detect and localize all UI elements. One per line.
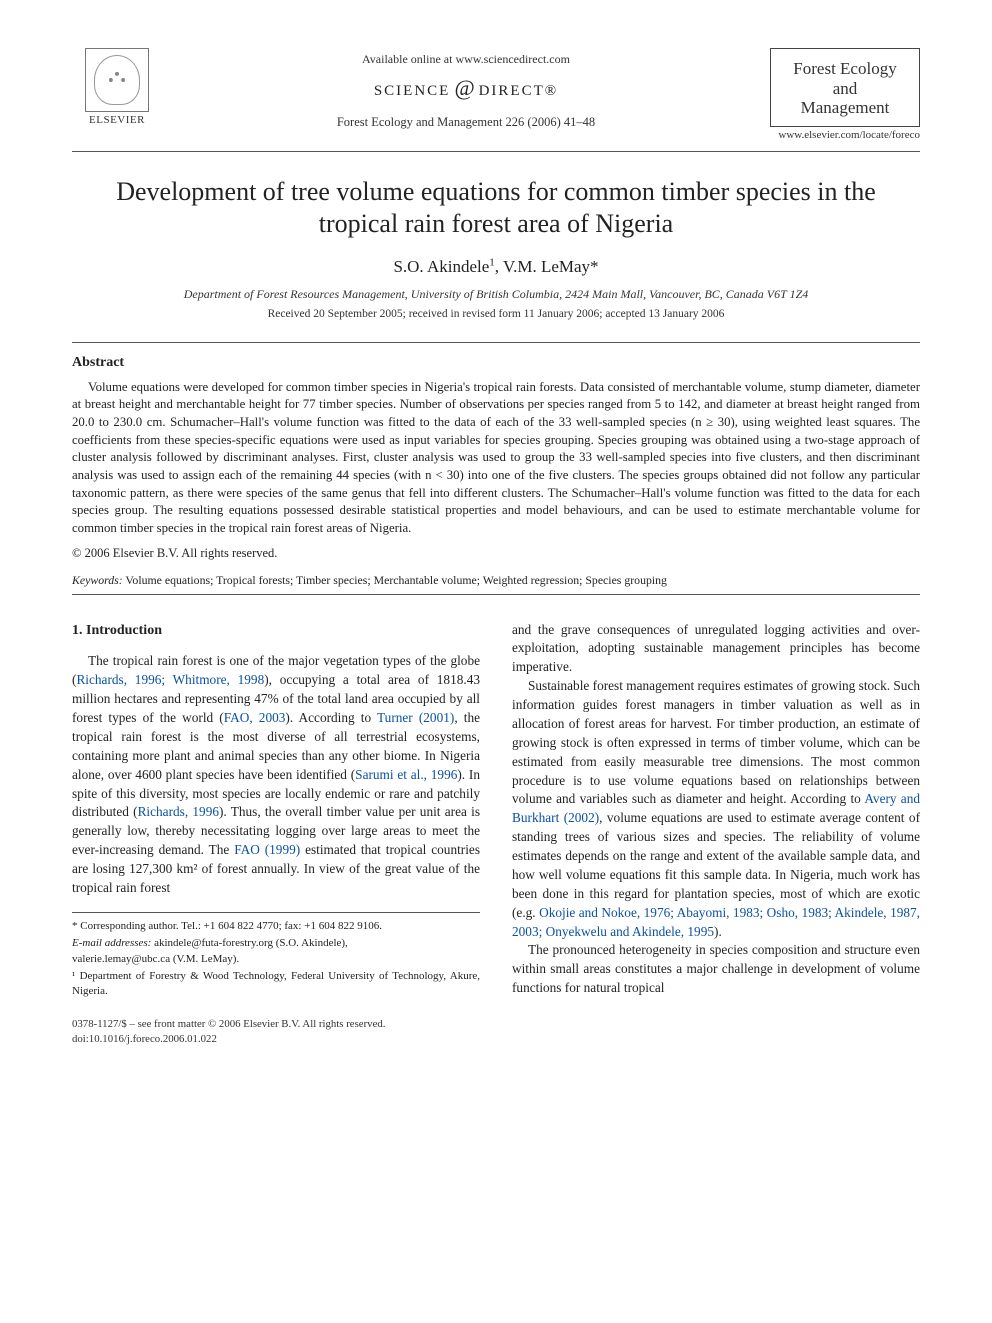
elsevier-tree-icon xyxy=(85,48,149,112)
article-title: Development of tree volume equations for… xyxy=(92,176,900,241)
page-header: ELSEVIER Available online at www.science… xyxy=(72,48,920,143)
t1c: ). According to xyxy=(285,710,377,725)
email-1: akindele@futa-forestry.org (S.O. Akindel… xyxy=(151,937,347,949)
column-right: and the grave consequences of unregulate… xyxy=(512,621,920,1047)
affiliation: Department of Forest Resources Managemen… xyxy=(72,287,920,302)
sciencedirect-right: DIRECT® xyxy=(479,83,559,99)
t2a: Sustainable forest management requires e… xyxy=(512,678,920,806)
ref-richards-1996[interactable]: Richards, 1996 xyxy=(138,804,219,819)
intro-para-1-right: and the grave consequences of unregulate… xyxy=(512,621,920,678)
t2c: ). xyxy=(714,924,722,939)
email-line-2: valerie.lemay@ubc.ca (V.M. LeMay). xyxy=(72,952,480,967)
sciencedirect-logo: SCIENCE@DIRECT® xyxy=(162,75,770,101)
abstract-top-rule xyxy=(72,342,920,343)
intro-para-1-left: The tropical rain forest is one of the m… xyxy=(72,652,480,897)
header-rule xyxy=(72,151,920,152)
intro-para-2: Sustainable forest management requires e… xyxy=(512,677,920,941)
column-left: 1. Introduction The tropical rain forest… xyxy=(72,621,480,1047)
ref-richards-whitmore[interactable]: Richards, 1996; Whitmore, 1998 xyxy=(76,672,264,687)
ref-fao-1999[interactable]: FAO (1999) xyxy=(234,842,300,857)
journal-reference: Forest Ecology and Management 226 (2006)… xyxy=(162,115,770,130)
email-line-1: E-mail addresses: akindele@futa-forestry… xyxy=(72,936,480,951)
available-online-text: Available online at www.sciencedirect.co… xyxy=(162,52,770,67)
abstract-text: Volume equations were developed for comm… xyxy=(72,380,920,535)
corresponding-author-note: * Corresponding author. Tel.: +1 604 822… xyxy=(72,919,480,934)
abstract-copyright: © 2006 Elsevier B.V. All rights reserved… xyxy=(72,546,920,561)
keywords-line: Keywords: Volume equations; Tropical for… xyxy=(72,573,920,588)
footer-doi-line: doi:10.1016/j.foreco.2006.01.022 xyxy=(72,1032,480,1047)
publisher-logo-block: ELSEVIER xyxy=(72,48,162,126)
journal-name-line3: Management xyxy=(777,98,913,118)
abstract-body: Volume equations were developed for comm… xyxy=(72,379,920,538)
body-columns: 1. Introduction The tropical rain forest… xyxy=(72,621,920,1047)
authors: S.O. Akindele1, V.M. LeMay* xyxy=(72,257,920,277)
article-dates: Received 20 September 2005; received in … xyxy=(72,308,920,320)
ref-turner-2001[interactable]: Turner (2001) xyxy=(377,710,454,725)
keywords-label: Keywords: xyxy=(72,573,123,587)
journal-name-line2: and xyxy=(777,79,913,99)
intro-para-3: The pronounced heterogeneity in species … xyxy=(512,941,920,998)
t3: The pronounced heterogeneity in species … xyxy=(512,942,920,995)
journal-logo-wrap: Forest Ecology and Management www.elsevi… xyxy=(770,48,920,143)
header-center: Available online at www.sciencedirect.co… xyxy=(162,48,770,130)
footer-issn-line: 0378-1127/$ – see front matter © 2006 El… xyxy=(72,1017,480,1032)
abstract-bottom-rule xyxy=(72,594,920,595)
t2b: , volume equations are used to estimate … xyxy=(512,810,920,919)
footnote-1: ¹ Department of Forestry & Wood Technolo… xyxy=(72,969,480,999)
email-label: E-mail addresses: xyxy=(72,937,151,949)
sciencedirect-at-icon: @ xyxy=(450,75,478,100)
journal-name-line1: Forest Ecology xyxy=(777,59,913,79)
journal-logo-box: Forest Ecology and Management xyxy=(770,48,920,127)
keywords-text: Volume equations; Tropical forests; Timb… xyxy=(123,573,667,587)
sciencedirect-left: SCIENCE xyxy=(374,83,451,99)
abstract-heading: Abstract xyxy=(72,355,920,371)
footer-meta: 0378-1127/$ – see front matter © 2006 El… xyxy=(72,1017,480,1046)
journal-url: www.elsevier.com/locate/foreco xyxy=(770,129,920,141)
ref-fao-2003[interactable]: FAO, 2003 xyxy=(224,710,286,725)
ref-sarumi-1996[interactable]: Sarumi et al., 1996 xyxy=(355,767,457,782)
intro-heading: 1. Introduction xyxy=(72,621,480,641)
publisher-label: ELSEVIER xyxy=(72,114,162,126)
footnotes-block: * Corresponding author. Tel.: +1 604 822… xyxy=(72,912,480,999)
author-list: S.O. Akindele1, V.M. LeMay* xyxy=(393,257,598,276)
